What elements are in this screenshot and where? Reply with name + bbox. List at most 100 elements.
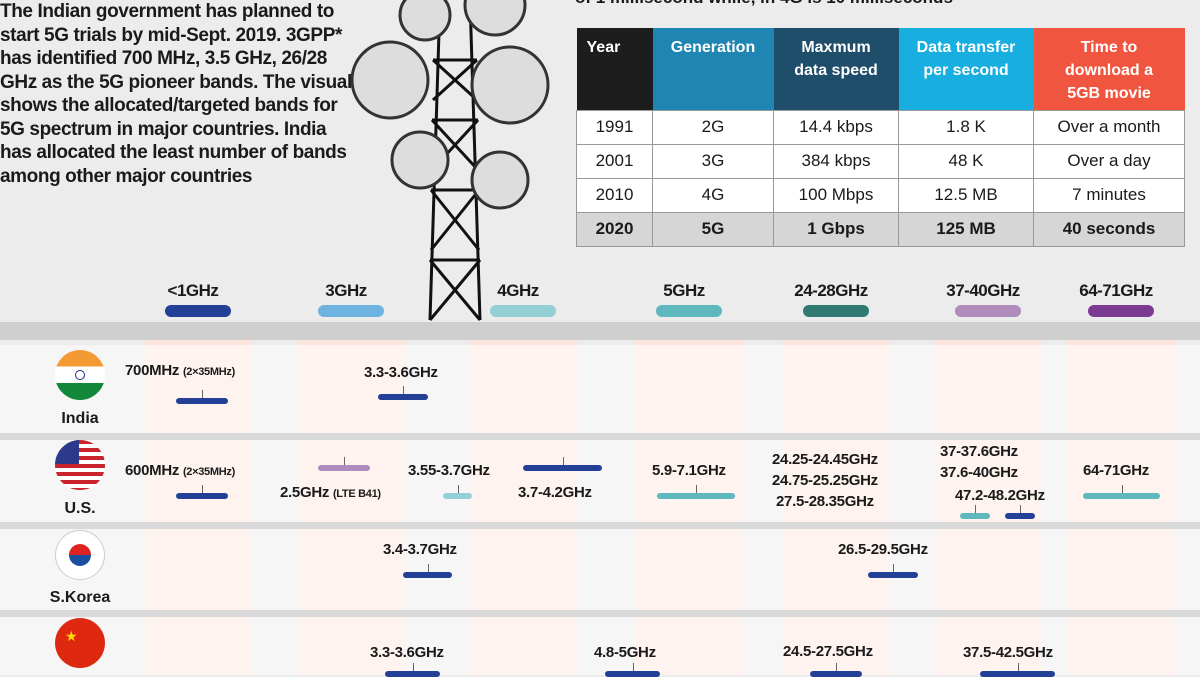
band-label: 37-37.6GHz [940, 443, 1018, 460]
band-bar [385, 671, 440, 677]
band-label: 3.3-3.6GHz [370, 644, 444, 661]
band-bar [176, 493, 228, 499]
divider [0, 322, 1200, 340]
cell: 2020 [576, 211, 653, 247]
table-row: 2020 5G 1 Gbps 125 MB 40 seconds [576, 211, 1185, 247]
legend-swatch [165, 305, 231, 317]
band-bar [523, 465, 602, 471]
country-row-china [0, 617, 1200, 675]
band-label: 37.6-40GHz [940, 464, 1018, 481]
band-label: 3.4-3.7GHz [383, 541, 457, 558]
country-name: India [61, 410, 99, 427]
band-label: 64-71GHz [1083, 462, 1149, 479]
band-tick [975, 505, 976, 513]
band-label: 600MHz (2×35MHz) [125, 462, 235, 479]
band-tick [632, 663, 634, 671]
generation-table: Year Generation Maxmum data speed Data t… [576, 28, 1185, 247]
band-bar [810, 671, 862, 677]
legend-label: 4GHz [497, 281, 539, 300]
table-row: 2010 4G 100 Mbps 12.5 MB 7 minutes [576, 177, 1185, 213]
row-divider [0, 610, 1200, 617]
band-label: 24.5-27.5GHz [783, 643, 873, 660]
band-bar [1083, 493, 1160, 499]
cell: 7 minutes [1033, 177, 1185, 213]
country-name: U.S. [64, 500, 96, 517]
band-label: 4.8-5GHz [594, 644, 656, 661]
cell: 2001 [576, 143, 653, 179]
india-flag-icon [55, 350, 105, 400]
band-bar [318, 465, 370, 471]
band-label: 37.5-42.5GHz [963, 644, 1053, 661]
band-label: 3.3-3.6GHz [364, 364, 438, 381]
header-year: Year [576, 28, 653, 110]
legend-label: 5GHz [663, 281, 705, 300]
row-divider [0, 522, 1200, 529]
cell: 384 kbps [773, 143, 899, 179]
legend-label: 24-28GHz [794, 281, 868, 300]
band-bar [403, 572, 452, 578]
band-tick [1020, 505, 1021, 513]
cell: 100 Mbps [773, 177, 899, 213]
legend-label: 64-71GHz [1079, 281, 1153, 300]
band-tick [457, 485, 459, 493]
band-tick [403, 386, 404, 394]
band-tick [427, 564, 429, 572]
latency-note: of 1 millisecond while, in 4G is 10 mill… [575, 0, 953, 8]
band-bar [980, 671, 1055, 677]
band-tick [562, 457, 564, 465]
band-label: 5.9-7.1GHz [652, 462, 726, 479]
cell: 1991 [576, 109, 653, 145]
band-tick [696, 485, 697, 493]
legend-label: 3GHz [325, 281, 367, 300]
band-bar [605, 671, 660, 677]
band-tick [202, 390, 203, 398]
legend-swatch [318, 305, 384, 317]
band-tick [893, 564, 894, 572]
band-label: 24.25-24.45GHz [772, 451, 878, 468]
cell: 48 K [898, 143, 1034, 179]
header-max-speed: Maxmum data speed [773, 28, 899, 110]
band-tick [412, 663, 414, 671]
band-label: 27.5-28.35GHz [776, 493, 874, 510]
table-row: 2001 3G 384 kbps 48 K Over a day [576, 143, 1185, 179]
band-label: 26.5-29.5GHz [838, 541, 928, 558]
band-label: 3.55-3.7GHz [408, 462, 490, 479]
band-bar [378, 394, 428, 400]
cell: 2010 [576, 177, 653, 213]
south-korea-flag-icon [55, 530, 105, 580]
country-row-korea [0, 529, 1200, 610]
band-tick [344, 457, 345, 465]
cell: 5G [652, 211, 774, 247]
band-tick [1121, 485, 1123, 493]
band-tick [1017, 663, 1019, 671]
band-bar [960, 513, 990, 519]
band-label: 3.7-4.2GHz [518, 484, 592, 501]
band-tick [202, 485, 203, 493]
intro-text: The Indian government has planned to sta… [0, 1, 352, 187]
cell: Over a day [1033, 143, 1185, 179]
legend-swatch [490, 305, 556, 317]
table-row: 1991 2G 14.4 kbps 1.8 K Over a month [576, 109, 1185, 145]
header-generation: Generation [652, 28, 774, 110]
country-row-india [0, 345, 1200, 433]
cell: 1 Gbps [773, 211, 899, 247]
us-flag-icon [55, 440, 105, 490]
china-flag-icon: ★ [55, 618, 105, 668]
band-label: 47.2-48.2GHz [955, 487, 1045, 504]
cell: 40 seconds [1033, 211, 1185, 247]
row-divider [0, 433, 1200, 440]
cell: 2G [652, 109, 774, 145]
band-label: 2.5GHz (LTE B41) [280, 484, 381, 501]
band-bar [443, 493, 472, 499]
band-label: 700MHz (2×35MHz) [125, 362, 235, 379]
legend-swatch [955, 305, 1021, 317]
band-bar [868, 572, 918, 578]
legend-swatch [803, 305, 869, 317]
legend-label: <1GHz [167, 281, 219, 300]
band-tick [836, 663, 837, 671]
cell: Over a month [1033, 109, 1185, 145]
band-label: 24.75-25.25GHz [772, 472, 878, 489]
cell: 14.4 kbps [773, 109, 899, 145]
header-download-time: Time to download a 5GB movie [1033, 28, 1185, 110]
legend-swatch [1088, 305, 1154, 317]
